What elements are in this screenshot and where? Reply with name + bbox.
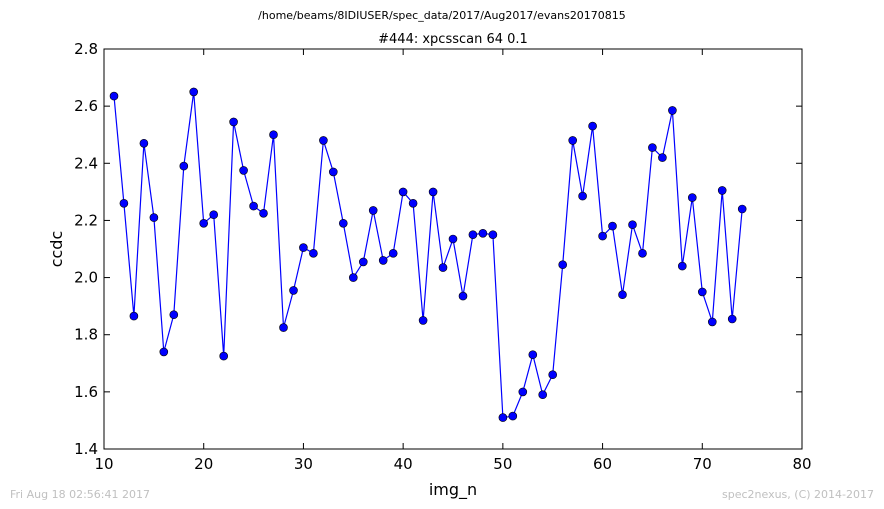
data-point [578, 191, 587, 201]
data-point [189, 87, 198, 97]
data-point [119, 199, 129, 208]
x-axis-label: img_n [429, 480, 477, 500]
data-point [478, 229, 488, 238]
data-point [249, 201, 258, 211]
data-point [368, 206, 378, 215]
data-point [558, 260, 568, 270]
y-tick-label: 2.6 [74, 97, 98, 115]
data-point [398, 187, 408, 197]
supertitle: /home/beams/8IDIUSER/spec_data/2017/Aug2… [258, 9, 626, 22]
data-point [488, 230, 498, 239]
data-point [648, 143, 657, 152]
data-point [149, 213, 159, 222]
data-point [309, 249, 318, 258]
data-point [528, 350, 538, 360]
data-point [628, 220, 637, 229]
data-point [518, 387, 528, 397]
data-point [279, 323, 288, 332]
data-point [508, 411, 518, 421]
x-tick-label: 50 [493, 455, 512, 473]
data-point [498, 413, 508, 422]
data-point [598, 231, 607, 241]
x-tick-label: 20 [194, 455, 213, 473]
data-point [588, 121, 597, 131]
y-tick-label: 2.8 [74, 40, 98, 58]
data-point [299, 243, 308, 252]
data-point [697, 287, 707, 297]
data-point [229, 117, 238, 127]
data-point [199, 219, 208, 228]
data-point [169, 310, 179, 320]
data-point [109, 91, 119, 101]
data-point [418, 316, 428, 325]
data-point [378, 256, 388, 265]
data-point [129, 311, 139, 321]
data-point [717, 186, 727, 195]
y-tick-label: 2.4 [74, 154, 98, 172]
chart-title: #444: xpcsscan 64 0.1 [378, 32, 528, 47]
data-point [608, 221, 617, 231]
data-point [239, 166, 248, 175]
y-tick-label: 1.8 [74, 326, 98, 344]
y-tick-label: 2.0 [74, 269, 98, 287]
data-point [438, 263, 448, 272]
data-point [328, 167, 338, 177]
series-line [113, 91, 743, 419]
data-point [428, 187, 438, 197]
data-point [338, 219, 348, 228]
data-point [358, 257, 368, 267]
data-point [458, 291, 468, 301]
x-tick-label: 10 [94, 455, 113, 473]
data-point [448, 234, 458, 244]
data-point [548, 370, 558, 380]
data-point [737, 204, 747, 214]
data-point [259, 209, 268, 218]
data-point [209, 210, 218, 219]
x-tick-label: 70 [693, 455, 712, 473]
data-point [538, 390, 548, 400]
data-point [159, 347, 169, 357]
data-point [668, 106, 677, 115]
data-point [179, 161, 189, 171]
plot-frame [103, 48, 803, 450]
data-point [677, 261, 687, 271]
data-point [468, 230, 478, 239]
data-point [618, 290, 627, 300]
footer-timestamp: Fri Aug 18 02:56:41 2017 [10, 488, 150, 501]
data-point [388, 249, 398, 258]
data-point [638, 249, 647, 258]
data-point [687, 193, 697, 202]
y-tick-label: 1.4 [74, 440, 98, 458]
data-point [269, 130, 278, 139]
data-point [568, 136, 578, 145]
y-tick-label: 1.6 [74, 383, 98, 401]
y-axis-label: ccdc [47, 231, 66, 268]
x-tick-label: 80 [792, 455, 811, 473]
data-point [348, 273, 358, 282]
x-tick-label: 40 [394, 455, 413, 473]
x-tick-label: 60 [593, 455, 612, 473]
data-point [658, 153, 667, 162]
data-point [408, 199, 418, 208]
data-point [319, 136, 328, 145]
data-point [139, 139, 149, 148]
data-point [707, 317, 717, 327]
data-point [219, 351, 228, 361]
y-tick-label: 2.2 [74, 211, 98, 229]
data-point [289, 286, 298, 295]
x-tick-label: 30 [294, 455, 313, 473]
data-point [727, 314, 737, 324]
footer-credit: spec2nexus, (C) 2014-2017 [722, 488, 874, 501]
